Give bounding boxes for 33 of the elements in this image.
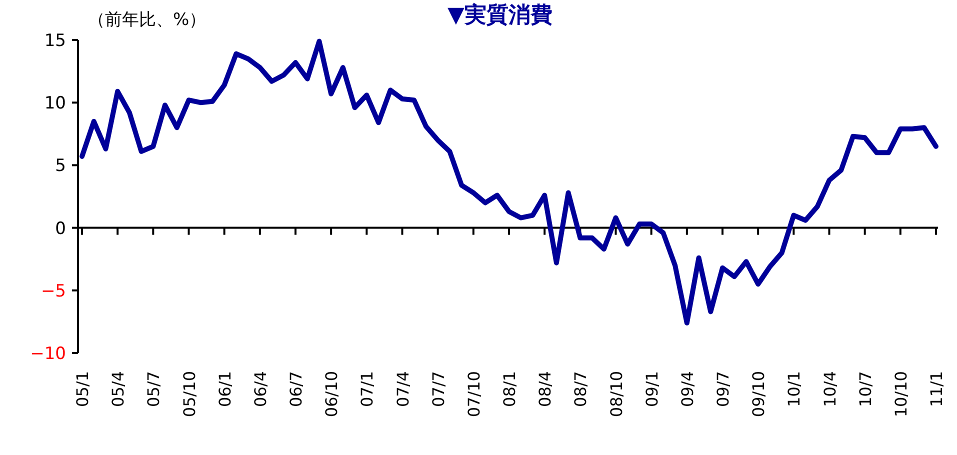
x-tick-label: 06/4 (250, 371, 270, 407)
x-tick-label: 08/10 (606, 371, 626, 418)
x-tick-label: 10/10 (891, 371, 910, 418)
y-tick-label: 0 (55, 218, 66, 239)
y-tick-label: −5 (40, 281, 66, 302)
y-tick-label: 5 (55, 156, 66, 176)
x-tick-label: 05/7 (144, 371, 164, 407)
x-tick-label: 10/7 (856, 371, 875, 407)
y-tick-label: 10 (44, 94, 66, 114)
x-tick-label: 07/1 (358, 371, 377, 407)
x-tick-label: 05/10 (180, 371, 199, 418)
x-tick-label: 07/10 (464, 371, 484, 418)
x-tick-label: 06/7 (286, 371, 306, 407)
x-tick-label: 05/4 (108, 371, 128, 407)
chart-title: ▼実質消費 (448, 2, 552, 28)
x-tick-label: 06/10 (322, 371, 342, 418)
x-tick-label: 10/4 (820, 371, 840, 407)
y-tick-label: −10 (30, 344, 66, 364)
x-tick-label: 09/7 (714, 371, 732, 407)
x-tick-label: 08/4 (536, 371, 555, 407)
x-tick-label: 11/1 (927, 371, 946, 407)
y-axis-title: （前年比、%） (88, 10, 206, 30)
x-tick-label: 08/1 (500, 371, 519, 407)
x-tick-label: 09/4 (678, 371, 697, 407)
x-tick-label: 09/10 (749, 371, 768, 418)
x-tick-label: 07/7 (428, 371, 448, 407)
x-tick-label: 10/1 (784, 371, 804, 407)
x-tick-label: 07/4 (393, 371, 412, 407)
x-tick-label: 09/1 (642, 371, 662, 407)
y-tick-label: 15 (44, 31, 66, 51)
x-tick-label: 06/1 (215, 371, 234, 407)
x-tick-label: 05/1 (73, 371, 92, 407)
x-tick-label: 08/7 (571, 371, 590, 407)
